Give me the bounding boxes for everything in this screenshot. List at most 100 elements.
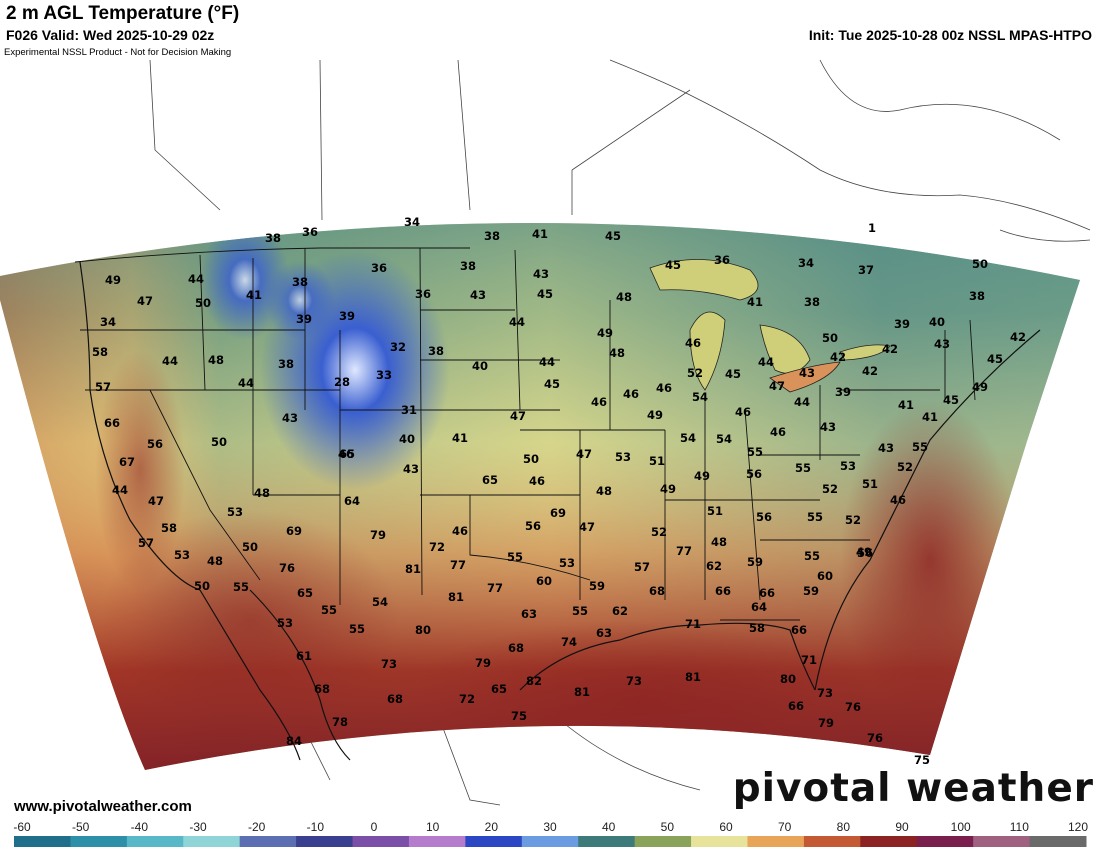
temperature-label: 47 xyxy=(148,494,164,508)
temperature-label: 55 xyxy=(507,550,523,564)
temperature-label: 77 xyxy=(450,558,466,572)
temperature-label: 75 xyxy=(511,709,527,723)
map-title: 2 m AGL Temperature (°F) xyxy=(6,3,240,24)
temperature-label: 63 xyxy=(596,626,612,640)
temperature-label: 52 xyxy=(897,460,913,474)
temperature-label: 41 xyxy=(922,410,938,424)
temperature-label: 61 xyxy=(296,649,312,663)
temperature-label: 71 xyxy=(685,617,701,631)
temperature-label: 38 xyxy=(484,229,500,243)
temperature-label: 59 xyxy=(589,579,605,593)
temperature-label: 57 xyxy=(138,536,154,550)
temperature-label: 52 xyxy=(845,513,861,527)
temperature-label: 74 xyxy=(561,635,577,649)
temperature-label: 66 xyxy=(791,623,807,637)
temperature-label: 38 xyxy=(460,259,476,273)
temperature-label: 51 xyxy=(862,477,878,491)
colorbar-segment xyxy=(747,836,805,847)
temperature-label: 65 xyxy=(297,586,313,600)
temperature-label: 77 xyxy=(487,581,503,595)
temperature-label: 40 xyxy=(929,315,945,329)
temperature-label: 45 xyxy=(544,377,560,391)
temperature-label: 52 xyxy=(651,525,667,539)
temperature-label: 38 xyxy=(969,289,985,303)
colorbar-segment xyxy=(408,836,466,847)
colorbar-segment xyxy=(860,836,918,847)
temperature-label: 39 xyxy=(835,385,851,399)
colorbar-segment xyxy=(916,836,974,847)
temperature-labels: 34 38 36 38 41 45 1 49 44 47 50 41 38 36 36 38 43 45 45 36 3… xyxy=(92,215,1026,767)
temperature-label: 42 xyxy=(882,342,898,356)
temperature-label: 52 xyxy=(822,482,838,496)
temperature-label: 49 xyxy=(856,545,872,559)
temperature-label: 54 xyxy=(692,390,708,404)
temperature-label: 49 xyxy=(105,273,121,287)
temperature-label: 56 xyxy=(746,467,762,481)
temperature-label: 76 xyxy=(867,731,883,745)
temperature-label: 84 xyxy=(286,734,302,748)
temperature-label: 43 xyxy=(470,288,486,302)
temperature-label: 31 xyxy=(401,403,417,417)
temperature-label: 44 xyxy=(794,395,810,409)
temperature-label: 62 xyxy=(612,604,628,618)
colorbar-tick-label: 0 xyxy=(371,820,378,834)
temperature-label: 41 xyxy=(532,227,548,241)
temperature-label: 34 xyxy=(100,315,116,329)
temperature-label: 41 xyxy=(452,431,468,445)
temperature-label: 50 xyxy=(195,296,211,310)
temperature-label: 49 xyxy=(972,380,988,394)
temperature-label: 47 xyxy=(510,409,526,423)
temperature-label: 37 xyxy=(858,263,874,277)
temperature-label: 38 xyxy=(428,344,444,358)
state-borders xyxy=(74,247,976,621)
temperature-label: 44 xyxy=(162,354,178,368)
temperature-label: 50 xyxy=(822,331,838,345)
temperature-label: 40 xyxy=(472,359,488,373)
temperature-label: 65 xyxy=(491,682,507,696)
colorbar-tick-label: 110 xyxy=(1010,820,1029,834)
temperature-label: 55 xyxy=(747,445,763,459)
colorbar-segment xyxy=(239,836,297,847)
brand-logo: pivotal weather xyxy=(732,766,1094,811)
temperature-label: 43 xyxy=(799,366,815,380)
colorbar-segment xyxy=(973,836,1031,847)
temperature-label: 39 xyxy=(894,317,910,331)
temperature-label: 55 xyxy=(912,440,928,454)
temperature-label: 72 xyxy=(429,540,445,554)
colorbar-segment xyxy=(183,836,241,847)
temperature-label: 36 xyxy=(302,225,318,239)
colorbar-tick-label: 70 xyxy=(778,820,792,834)
temperature-label: 52 xyxy=(687,366,703,380)
temperature-label: 58 xyxy=(161,521,177,535)
temperature-label: 81 xyxy=(685,670,701,684)
temperature-label: 43 xyxy=(820,420,836,434)
temperature-label: 50 xyxy=(242,540,258,554)
temperature-label: 43 xyxy=(878,441,894,455)
temperature-label: 49 xyxy=(597,326,613,340)
temperature-label: 46 xyxy=(770,425,786,439)
temperature-label: 38 xyxy=(804,295,820,309)
temperature-label: 57 xyxy=(95,380,111,394)
colorbar-segment xyxy=(126,836,184,847)
temperature-label: 46 xyxy=(591,395,607,409)
temperature-label: 33 xyxy=(376,368,392,382)
temperature-label: 81 xyxy=(448,590,464,604)
temperature-label: 47 xyxy=(576,447,592,461)
temperature-map: 34 38 36 38 41 45 1 49 44 47 50 41 38 36 36 38 43 45 45 36 3… xyxy=(0,46,1100,818)
temperature-label: 41 xyxy=(747,295,763,309)
disclaimer: Experimental NSSL Product - Not for Deci… xyxy=(4,47,232,58)
colorbar-tick-label: 60 xyxy=(719,820,733,834)
coastlines xyxy=(79,261,1041,761)
temperature-label: 59 xyxy=(747,555,763,569)
temperature-label: 50 xyxy=(194,579,210,593)
temperature-label: 81 xyxy=(574,685,590,699)
temperature-label: 43 xyxy=(533,267,549,281)
temperature-label: 66 xyxy=(759,586,775,600)
temperature-label: 79 xyxy=(370,528,386,542)
temperature-label: 42 xyxy=(1010,330,1026,344)
temperature-label: 50 xyxy=(972,257,988,271)
colorbar-segment xyxy=(352,836,410,847)
temperature-label: 48 xyxy=(609,346,625,360)
colorbar-tick-label: -10 xyxy=(307,820,325,834)
temperature-label: 39 xyxy=(296,312,312,326)
